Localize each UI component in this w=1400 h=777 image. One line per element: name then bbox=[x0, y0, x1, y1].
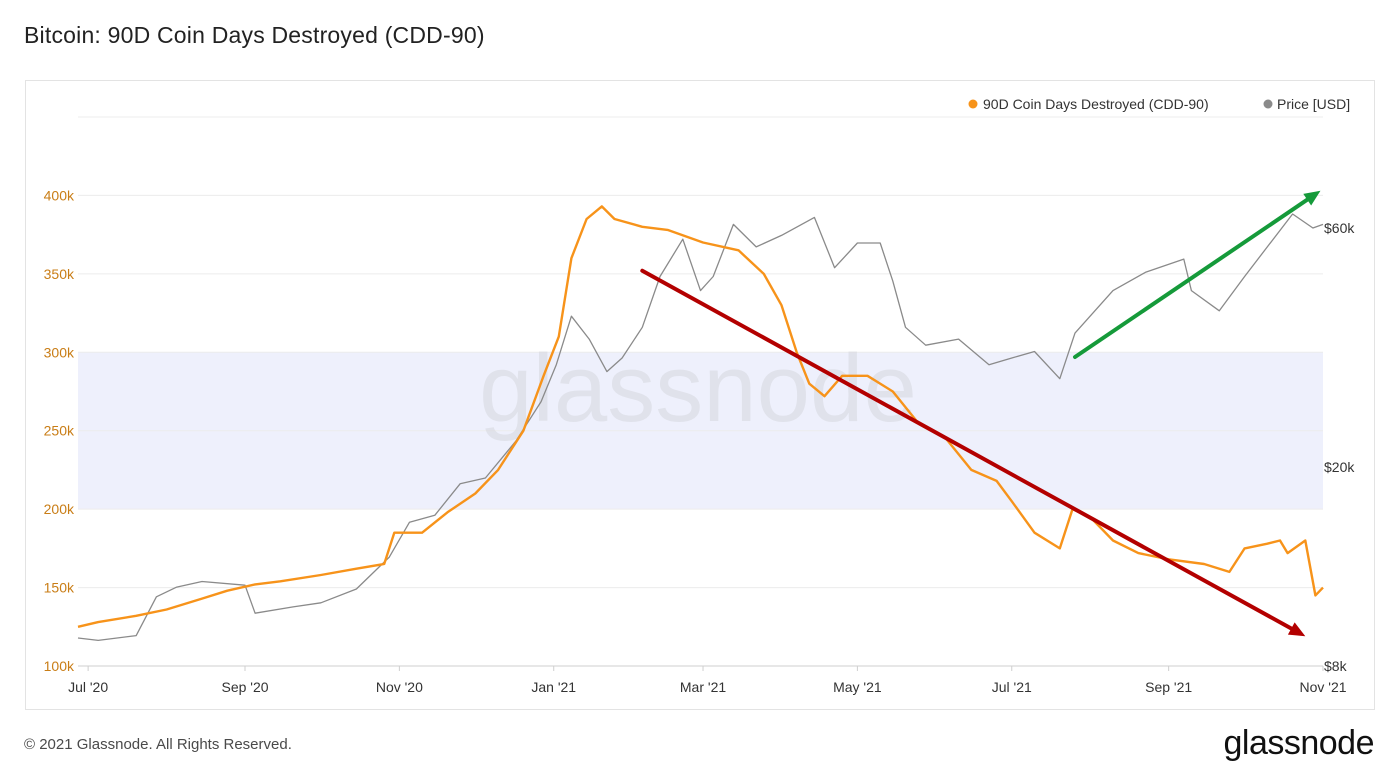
watermark: glassnode bbox=[479, 335, 917, 442]
up-trend-arrow-head bbox=[1303, 190, 1321, 206]
left-axis-tick-label: 300k bbox=[44, 344, 75, 360]
legend-dot-cdd bbox=[968, 99, 978, 109]
price-usd-line bbox=[77, 213, 1324, 642]
x-axis-tick-label: Jul '21 bbox=[992, 679, 1032, 695]
x-axis-tick-label: Sep '21 bbox=[1145, 679, 1192, 695]
chart-title: Bitcoin: 90D Coin Days Destroyed (CDD-90… bbox=[24, 22, 485, 48]
glassnode-logo[interactable]: glassnode bbox=[1223, 724, 1374, 762]
left-axis-tick-label: 250k bbox=[44, 423, 75, 439]
legend-label-cdd: 90D Coin Days Destroyed (CDD-90) bbox=[983, 96, 1209, 112]
x-axis-tick-label: Nov '21 bbox=[1299, 679, 1346, 695]
up-trend-arrow-shaft bbox=[1073, 197, 1310, 359]
left-axis-tick-label: 200k bbox=[44, 501, 75, 517]
down-trend-arrow-head bbox=[1287, 622, 1306, 637]
legend-dot-price bbox=[1263, 99, 1273, 109]
chart-panel: glassnode 100k 150k 200k 250k 300k 350k 400k $8… bbox=[25, 80, 1375, 710]
x-axis-tick-label: Jul '20 bbox=[68, 679, 108, 695]
right-axis-tick-label: $60k bbox=[1324, 220, 1355, 236]
left-axis-tick-label: 100k bbox=[44, 658, 75, 674]
x-axis-tick-label: Mar '21 bbox=[680, 679, 726, 695]
x-axis-tick-label: May '21 bbox=[833, 679, 882, 695]
legend-item-price[interactable]: Price [USD] bbox=[1263, 96, 1351, 112]
right-axis-tick-label: $8k bbox=[1324, 658, 1348, 674]
legend-label-price: Price [USD] bbox=[1277, 96, 1350, 112]
legend-item-cdd[interactable]: 90D Coin Days Destroyed (CDD-90) bbox=[968, 96, 1209, 112]
left-axis-tick-label: 350k bbox=[44, 266, 75, 282]
chart-svg: glassnode 100k 150k 200k 250k 300k 350k 400k $8… bbox=[44, 96, 1356, 695]
grid-layer bbox=[78, 116, 1323, 589]
left-axis-tick-label: 150k bbox=[44, 580, 75, 596]
left-axis-tick-label: 400k bbox=[44, 187, 75, 203]
axis-layer: 100k 150k 200k 250k 300k 350k 400k $8k $20k $60k J… bbox=[44, 187, 1356, 695]
x-axis-tick-label: Sep '20 bbox=[221, 679, 268, 695]
x-axis-tick-label: Nov '20 bbox=[376, 679, 423, 695]
copyright-footer: © 2021 Glassnode. All Rights Reserved. bbox=[24, 736, 292, 753]
legend: 90D Coin Days Destroyed (CDD-90) Price [… bbox=[968, 96, 1351, 112]
down-trend-arrow-shaft bbox=[640, 268, 1294, 631]
arrow-layer bbox=[640, 190, 1321, 637]
x-axis-tick-label: Jan '21 bbox=[531, 679, 576, 695]
right-axis-tick-label: $20k bbox=[1324, 459, 1355, 475]
